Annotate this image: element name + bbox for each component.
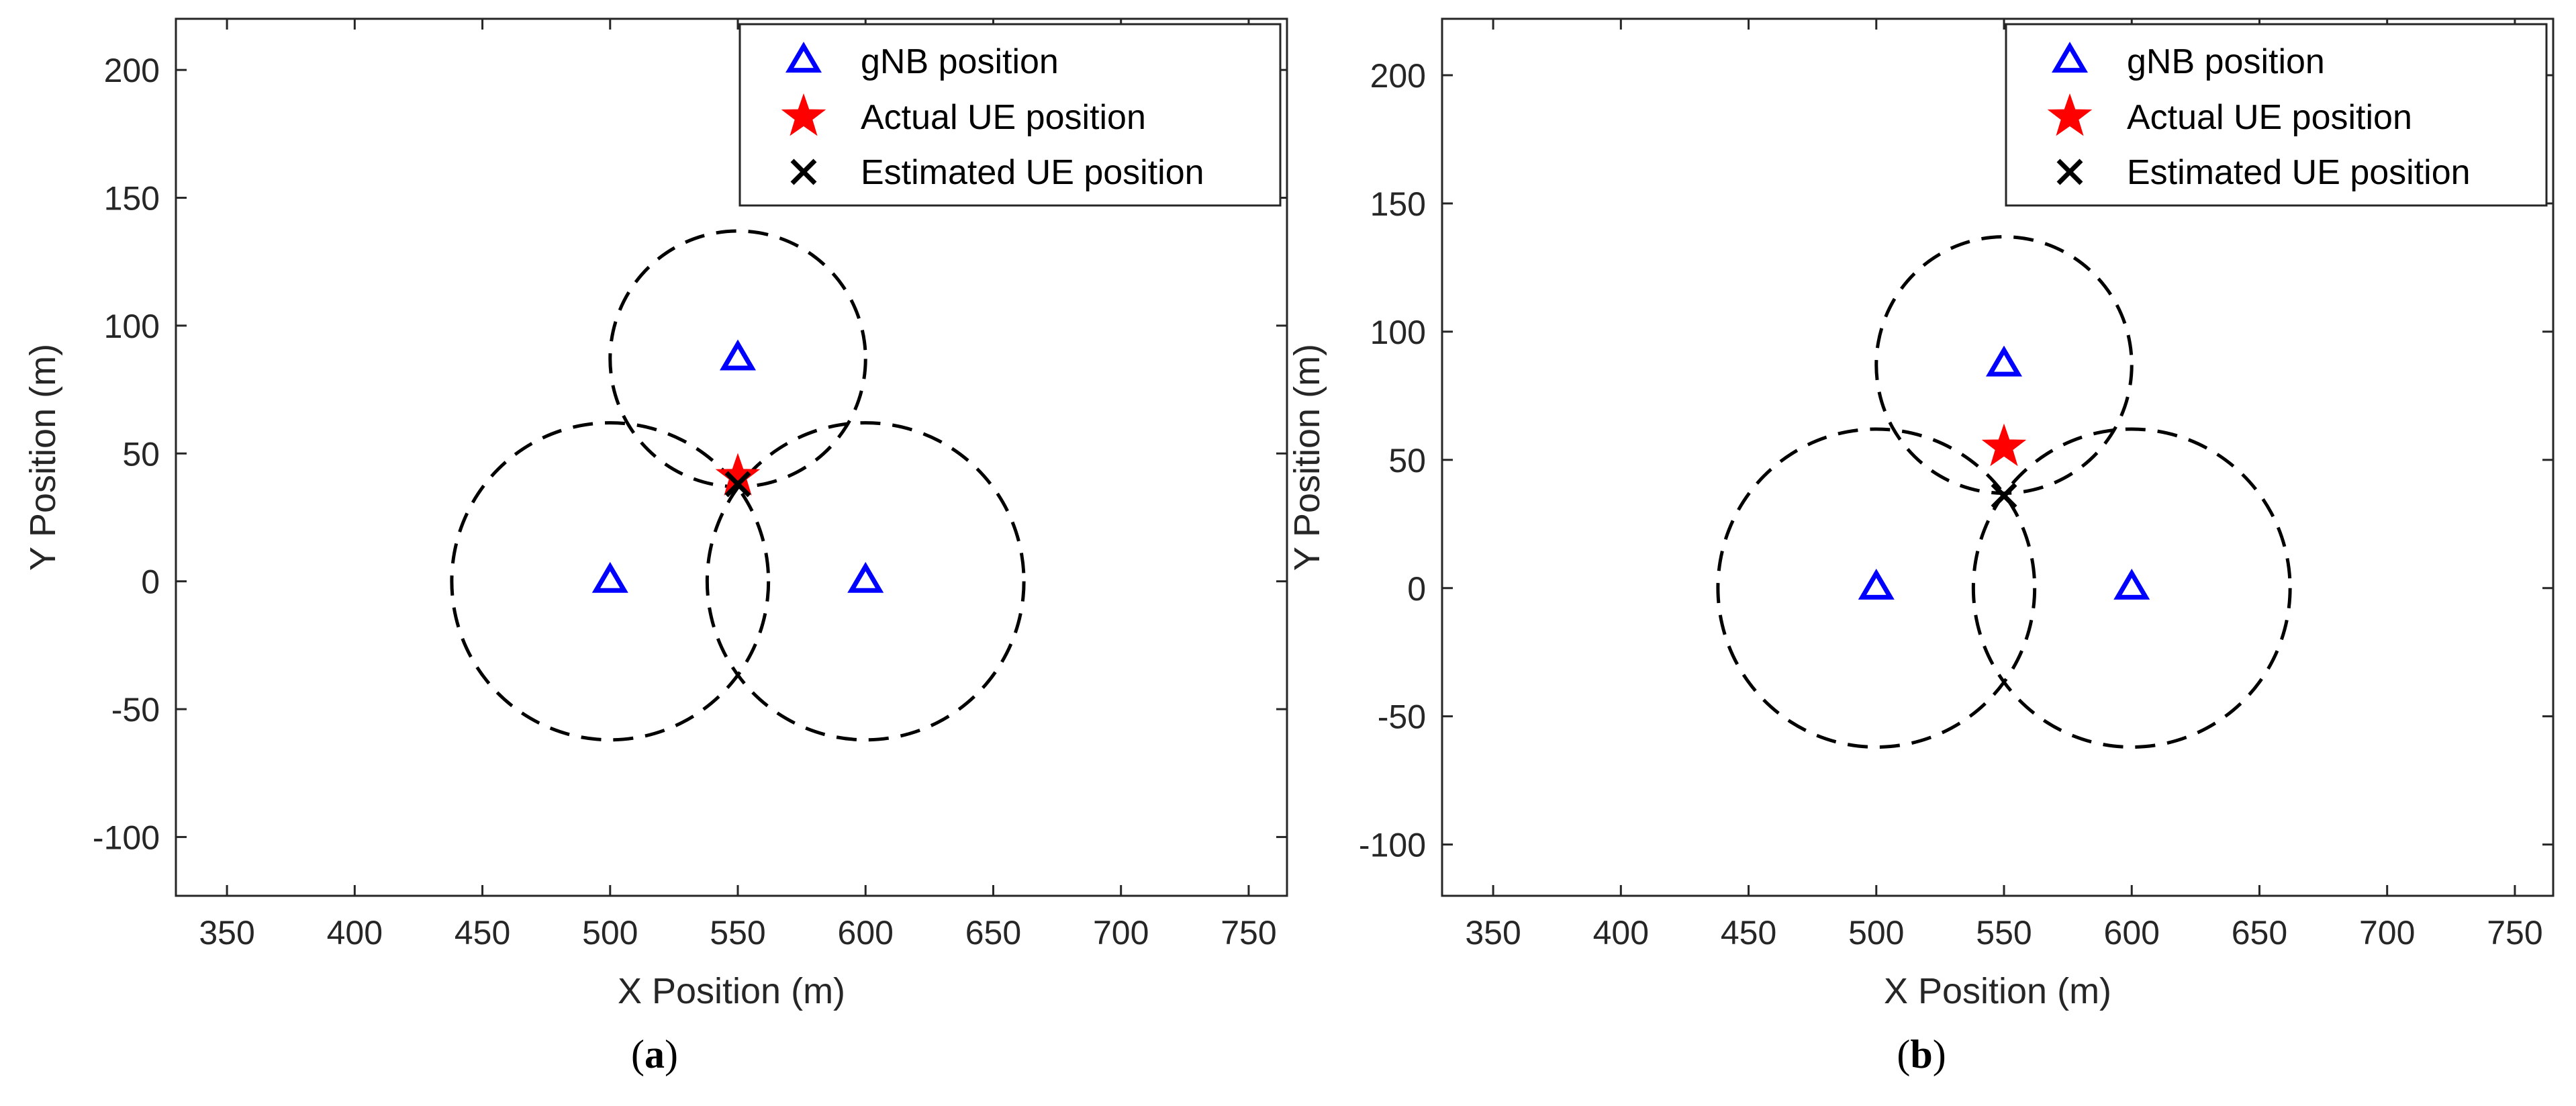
x-tick-label: 550 bbox=[710, 914, 765, 952]
y-axis-ticks: -100 -50 0 50 100 150 200 bbox=[93, 52, 1287, 856]
x-tick-label: 450 bbox=[455, 914, 510, 952]
x-tick-label: 350 bbox=[199, 914, 254, 952]
actual-ue-marker bbox=[1981, 423, 2027, 467]
panel-caption: (b) bbox=[1897, 1032, 1946, 1076]
legend: gNB position Actual UE position Estimated … bbox=[2005, 23, 2548, 207]
chart-panel-a: 350 400 450 500 550 600 650 700 750 -100 -50 0 50 100… bbox=[23, 17, 1288, 1076]
legend-estimated-icon bbox=[790, 158, 817, 185]
range-circle bbox=[705, 421, 1026, 742]
legend-gnb-label: gNB position bbox=[861, 42, 1059, 81]
y-tick-label: 100 bbox=[1370, 314, 1426, 351]
gnb-marker bbox=[2113, 568, 2150, 600]
legend-gnb-icon bbox=[2051, 42, 2089, 73]
x-tick-label: 400 bbox=[1593, 914, 1649, 952]
x-tick-label: 600 bbox=[2104, 914, 2160, 952]
x-tick-label: 650 bbox=[965, 914, 1021, 952]
x-tick-label: 600 bbox=[838, 914, 894, 952]
y-tick-label: 200 bbox=[1370, 57, 1426, 95]
x-tick-label: 500 bbox=[1848, 914, 1904, 952]
y-tick-label: 50 bbox=[122, 435, 160, 473]
y-tick-label: -100 bbox=[1359, 827, 1426, 864]
x-tick-label: 650 bbox=[2232, 914, 2287, 952]
y-tick-label: 50 bbox=[1388, 442, 1426, 479]
y-tick-label: 150 bbox=[104, 180, 160, 218]
x-tick-label: 700 bbox=[1093, 914, 1149, 952]
range-circle bbox=[1716, 427, 2037, 749]
legend-actual-label: Actual UE position bbox=[2127, 98, 2412, 137]
estimated-ue-marker bbox=[1991, 482, 2017, 509]
legend-estimated-icon-stroke-2 bbox=[790, 158, 817, 185]
gnb-marker bbox=[591, 561, 628, 593]
gnb-marker bbox=[1858, 568, 1895, 600]
gnb-markers bbox=[1858, 345, 2150, 600]
x-axis-label: X Position (m) bbox=[618, 971, 845, 1011]
x-tick-label: 350 bbox=[1465, 914, 1521, 952]
legend-box bbox=[2005, 23, 2548, 207]
caption-open: ( bbox=[1897, 1032, 1910, 1076]
legend-gnb-icon bbox=[785, 42, 822, 73]
caption-close: ) bbox=[665, 1032, 678, 1076]
gnb-marker bbox=[847, 561, 884, 593]
legend-box bbox=[738, 23, 1282, 207]
y-axis-label: Y Position (m) bbox=[1287, 344, 1327, 571]
range-circle bbox=[1971, 427, 2292, 749]
estimated-ue-marker bbox=[724, 471, 751, 498]
panel-caption: (a) bbox=[631, 1032, 678, 1076]
estimated-ue-marker-stroke-2 bbox=[724, 471, 751, 498]
x-axis-label: X Position (m) bbox=[1884, 971, 2111, 1011]
y-tick-label: 200 bbox=[104, 52, 160, 89]
legend-actual-label: Actual UE position bbox=[861, 98, 1146, 137]
legend-gnb-label: gNB position bbox=[2127, 42, 2325, 81]
caption-close: ) bbox=[1933, 1032, 1946, 1076]
y-tick-label: -50 bbox=[1378, 698, 1426, 736]
legend-estimated-icon-stroke-2 bbox=[2056, 158, 2083, 185]
y-axis-label: Y Position (m) bbox=[23, 344, 63, 571]
legend-actual-icon bbox=[781, 93, 826, 136]
x-tick-label: 750 bbox=[2487, 914, 2542, 952]
caption-open: ( bbox=[631, 1032, 645, 1076]
x-tick-label: 550 bbox=[1976, 914, 2032, 952]
range-circle bbox=[450, 421, 771, 742]
legend-estimated-label: Estimated UE position bbox=[861, 153, 1204, 192]
legend-estimated-icon bbox=[2056, 158, 2083, 185]
x-tick-label: 700 bbox=[2359, 914, 2415, 952]
y-tick-label: 0 bbox=[1407, 570, 1426, 608]
gnb-marker bbox=[720, 339, 757, 371]
y-tick-label: 0 bbox=[141, 563, 160, 601]
caption-letter: a bbox=[645, 1032, 665, 1076]
gnb-marker bbox=[1986, 345, 2023, 377]
x-tick-label: 500 bbox=[582, 914, 638, 952]
gnb-markers bbox=[591, 339, 884, 593]
y-tick-label: 150 bbox=[1370, 185, 1426, 223]
x-tick-label: 750 bbox=[1221, 914, 1276, 952]
y-tick-label: -50 bbox=[111, 691, 160, 729]
legend-estimated-label: Estimated UE position bbox=[2127, 153, 2471, 192]
estimated-ue-marker-stroke-2 bbox=[1991, 482, 2017, 509]
x-tick-label: 450 bbox=[1721, 914, 1776, 952]
legend-actual-icon bbox=[2047, 93, 2093, 136]
y-tick-label: 100 bbox=[104, 308, 160, 345]
legend: gNB position Actual UE position Estimated … bbox=[738, 23, 1282, 207]
x-axis-ticks: 350 400 450 500 550 600 650 700 750 bbox=[199, 19, 1277, 952]
y-tick-label: -100 bbox=[93, 819, 160, 856]
x-tick-label: 400 bbox=[327, 914, 383, 952]
chart-panel-b: 350 400 450 500 550 600 650 700 750 -100 -50 0 50 100… bbox=[1287, 17, 2555, 1076]
caption-letter: b bbox=[1910, 1032, 1932, 1076]
